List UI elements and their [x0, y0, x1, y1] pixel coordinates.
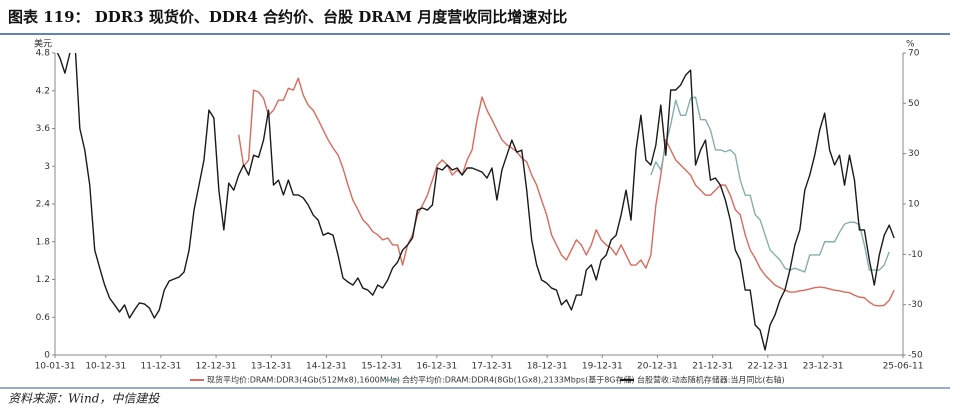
- y-tick-label: 1.2: [36, 275, 50, 285]
- y-tick-label: 3: [44, 162, 50, 172]
- x-tick-label: 19-12-31: [582, 362, 623, 372]
- y2-tick-label: 30: [908, 149, 920, 159]
- x-tick-label: 10-12-31: [85, 362, 126, 372]
- x-tick-label: 15-12-31: [361, 362, 402, 372]
- x-tick-label: 13-12-31: [251, 362, 292, 372]
- y-tick-label: 4.8: [36, 49, 51, 59]
- chart-title: 图表 119： DDR3 现货价、DDR4 合约价、台股 DRAM 月度营收同比…: [8, 8, 567, 26]
- y-tick-label: 2.4: [36, 200, 51, 210]
- y2-axis-unit: %: [906, 40, 915, 50]
- x-tick-label: 20-12-31: [637, 362, 678, 372]
- y2-tick-label: -10: [908, 250, 923, 260]
- x-tick-label: 12-12-31: [196, 362, 237, 372]
- x-tick-label: 14-12-31: [306, 362, 347, 372]
- y-axis-unit: 美元: [34, 38, 52, 50]
- series-line: [56, 53, 895, 351]
- x-tick-label: 22-12-31: [747, 362, 788, 372]
- series-line: [650, 96, 890, 273]
- x-tick-label: 25-06-11: [883, 362, 924, 372]
- x-tick-label: 10-01-31: [35, 362, 76, 372]
- legend-label: 台股营收:动态随机存储器:当月同比(右轴): [637, 375, 785, 385]
- y-tick-label: 1.8: [36, 237, 51, 247]
- plot-area: [56, 53, 895, 351]
- y2-tick-label: 10: [908, 200, 920, 210]
- x-tick-label: 23-12-31: [803, 362, 844, 372]
- y-tick-label: 3.6: [36, 124, 51, 134]
- y-tick-label: 0.6: [36, 313, 51, 323]
- source: 资料来源：Wind，中信建投: [8, 392, 160, 406]
- x-tick-label: 11-12-31: [141, 362, 182, 372]
- x-tick-label: 18-12-31: [527, 362, 568, 372]
- y-tick-label: 4.2: [36, 86, 50, 96]
- y2-tick-label: 70: [908, 49, 920, 59]
- legend-label: 合约平均价:DRAM:DDR4(8Gb(1Gx8),2133Mbps(基于8G存…: [402, 375, 635, 385]
- y2-tick-label: -30: [908, 300, 923, 310]
- y2-tick-label: -50: [908, 351, 923, 361]
- x-tick-label: 17-12-31: [472, 362, 513, 372]
- y2-tick-label: 50: [908, 99, 920, 109]
- series-line: [238, 77, 895, 307]
- x-tick-label: 21-12-31: [692, 362, 733, 372]
- y-tick-label: 0: [44, 351, 50, 361]
- legend-label: 现货平均价:DRAM:DDR3(4Gb(512Mx8),1600MHz): [207, 375, 400, 385]
- x-tick-label: 16-12-31: [416, 362, 457, 372]
